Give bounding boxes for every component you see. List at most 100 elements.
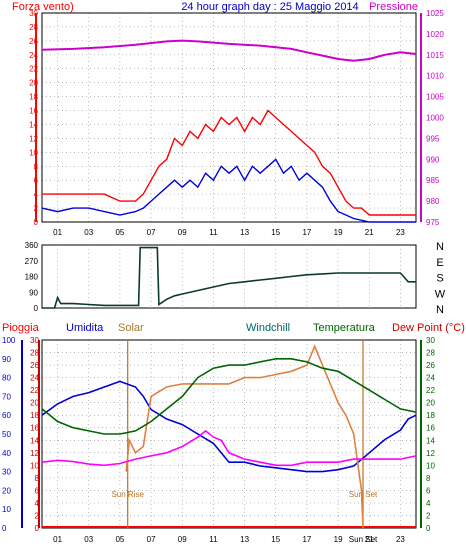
right-tick-label: 990: [426, 155, 440, 164]
left-tick-label: 20: [29, 79, 38, 88]
x-tick-label: 23: [396, 535, 405, 544]
compass-label: N: [436, 304, 444, 316]
legend-dew-point: Dew Point (°C): [392, 322, 465, 334]
left-tick-label: 26: [29, 37, 38, 46]
x-tick-label: 01: [53, 228, 62, 237]
humidity-tick-label: 24: [30, 374, 39, 383]
left-tick-label: 0: [34, 218, 39, 227]
plot-frame: [41, 244, 417, 309]
right-tick-label: 995: [426, 134, 440, 143]
x-tick-label: 17: [302, 228, 311, 237]
legend-rain: Pioggia: [2, 322, 40, 334]
humidity-tick-label: 8: [35, 474, 40, 483]
x-tick-label: 13: [240, 535, 249, 544]
right-tick-label: 975: [426, 218, 440, 227]
x-tick-label: 03: [84, 535, 93, 544]
temp-tick-label: 20: [426, 399, 435, 408]
x-tick-label: 07: [147, 228, 156, 237]
direction-tick-label: 0: [34, 304, 39, 313]
right-tick-label: 1020: [426, 30, 444, 39]
rain-tick-label: 30: [2, 468, 11, 477]
x-tick-label: 13: [240, 228, 249, 237]
temp-tick-label: 22: [426, 386, 435, 395]
humidity-tick-label: 26: [30, 361, 39, 370]
rain-tick-label: 0: [2, 524, 7, 533]
temp-tick-label: 0: [426, 524, 431, 533]
series-line-1: [125, 344, 364, 529]
series-line-2: [41, 358, 417, 435]
compass-label: W: [435, 288, 446, 300]
left-tick-label: 30: [29, 9, 38, 18]
chart-title: 24 hour graph day : 25 Maggio 2014: [181, 1, 358, 13]
sun-marker-label: Sun Rise: [111, 490, 144, 499]
direction-line-0: [42, 246, 416, 309]
left-axis-label: Forza vento): [12, 1, 74, 13]
temp-tick-label: 14: [426, 436, 435, 445]
right-tick-label: 1025: [426, 9, 444, 18]
x-tick-label: 03: [84, 228, 93, 237]
compass-label: E: [436, 257, 443, 269]
left-tick-label: 10: [29, 148, 38, 157]
x-tick-label: 17: [302, 535, 311, 544]
right-tick-label: 985: [426, 176, 440, 185]
humidity-tick-label: 6: [35, 486, 40, 495]
humidity-tick-label: 30: [30, 336, 39, 345]
right-axis-label: Pressione: [369, 1, 418, 13]
humidity-tick-label: 10: [30, 461, 39, 470]
x-tick-label: 11: [209, 535, 218, 544]
series-line-3: [41, 429, 417, 467]
wind-pressure-panel: 0246810121416182022242628309759809859909…: [29, 9, 444, 237]
rain-tick-label: 20: [2, 486, 11, 495]
humidity-tick-label: 18: [30, 411, 39, 420]
legend-windchill: Windchill: [246, 322, 290, 334]
humidity-tick-label: 20: [30, 399, 39, 408]
x-tick-label: 15: [271, 228, 280, 237]
right-tick-label: 1015: [426, 51, 444, 60]
left-tick-label: 28: [29, 23, 38, 32]
temp-tick-label: 28: [426, 349, 435, 358]
right-tick-label: 1010: [426, 72, 444, 81]
humidity-tick-label: 14: [30, 436, 39, 445]
x-tick-label: 09: [178, 535, 187, 544]
x-tick-label: 21: [365, 228, 374, 237]
x-tick-label: 23: [396, 228, 405, 237]
compass-label: N: [436, 241, 444, 253]
right-tick-label: 1000: [426, 114, 444, 123]
series-line-1: [41, 158, 416, 223]
humidity-tick-label: 28: [30, 349, 39, 358]
direction-tick-label: 270: [25, 257, 39, 266]
left-tick-label: 14: [29, 120, 38, 129]
x-tick-label: 07: [147, 535, 156, 544]
rain-tick-label: 40: [2, 449, 11, 458]
series-line-0: [42, 109, 416, 216]
humidity-tick-label: 0: [35, 524, 40, 533]
left-tick-label: 22: [29, 65, 38, 74]
series-line-2: [41, 39, 417, 62]
left-tick-label: 24: [29, 51, 38, 60]
temp-tick-label: 2: [426, 511, 431, 520]
rain-tick-label: 90: [2, 355, 11, 364]
wind-direction-panel: 0 N 90 W 180 S 270 E 360 N: [25, 241, 446, 316]
rain-tick-label: 70: [2, 392, 11, 401]
humidity-tick-label: 2: [35, 511, 40, 520]
rain-tick-label: 60: [2, 411, 11, 420]
rain-tick-label: 50: [2, 430, 11, 439]
sun-marker-label: Sun Set: [349, 490, 378, 499]
x-tick-label: 05: [115, 535, 124, 544]
rain-tick-label: 10: [2, 505, 11, 514]
temp-tick-label: 26: [426, 361, 435, 370]
temp-tick-label: 6: [426, 486, 431, 495]
legend-solar: Solar: [118, 322, 144, 334]
temp-tick-label: 24: [426, 374, 435, 383]
x-tick-label: 19: [334, 535, 343, 544]
direction-tick-label: 360: [25, 241, 39, 250]
x-tick-label: 01: [53, 535, 62, 544]
x-tick-label: 09: [178, 228, 187, 237]
rain-tick-label: 100: [2, 336, 16, 345]
x-tick-label: 05: [115, 228, 124, 237]
left-tick-label: 12: [29, 134, 38, 143]
temp-tick-label: 12: [426, 449, 435, 458]
plot-frame: [41, 12, 417, 223]
